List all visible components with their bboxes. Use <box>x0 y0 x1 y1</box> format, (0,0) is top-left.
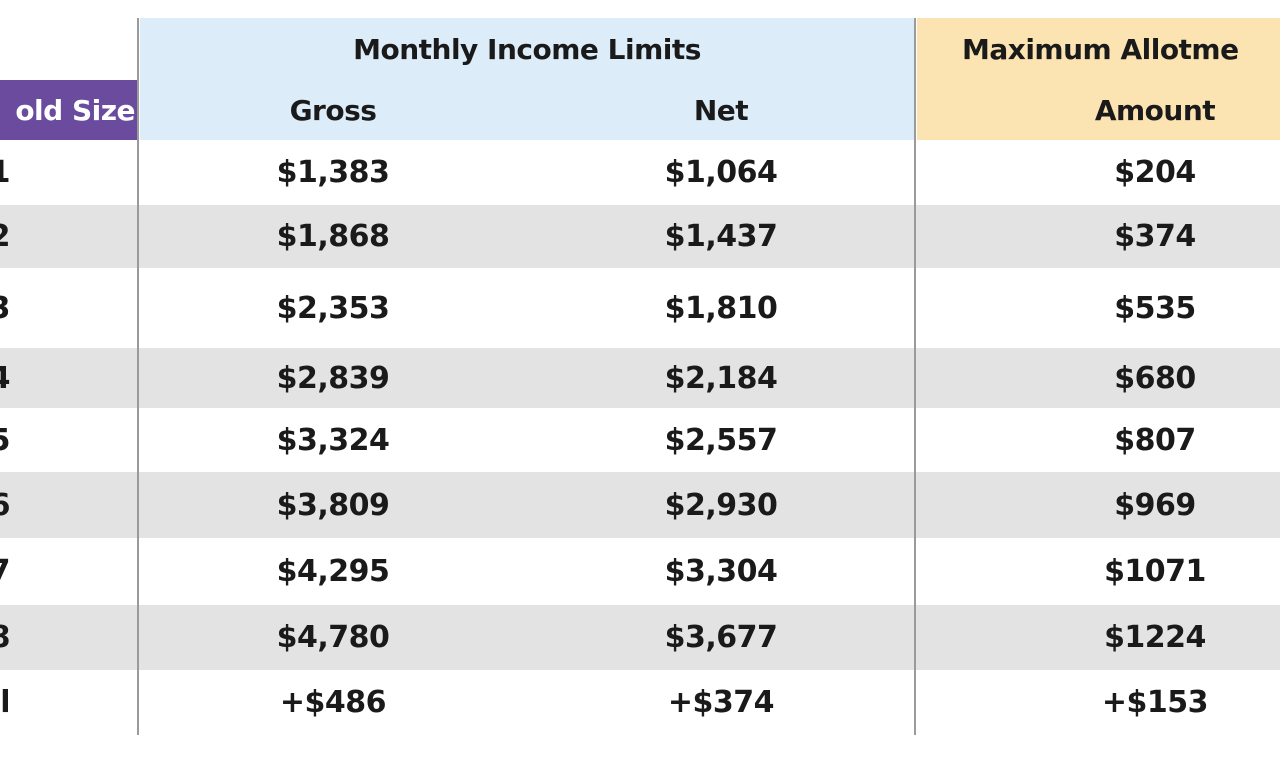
row-shade <box>0 348 1280 408</box>
table-cell: $3,677 <box>664 620 778 655</box>
allotment-header-bg <box>917 18 1280 140</box>
row-label: 4 <box>0 348 11 408</box>
table-cell: $4,295 <box>276 554 390 589</box>
row-label: 1 <box>0 140 11 205</box>
group-header: Monthly Income Limits <box>353 32 701 66</box>
table-cell: $969 <box>1114 487 1196 523</box>
row-label: 3 <box>0 268 11 348</box>
row-label: 7 <box>0 538 11 605</box>
table-cell: $1,064 <box>664 155 778 190</box>
row-label: add’l <box>0 685 11 720</box>
table-cell: $1071 <box>1104 554 1206 589</box>
column-header: old Size <box>15 93 135 127</box>
income-header-bg <box>140 18 914 140</box>
table-cell: $1,810 <box>664 290 778 326</box>
table-cell: $3,809 <box>276 487 390 523</box>
table-cell: +$374 <box>667 685 775 720</box>
row-shade <box>0 605 1280 670</box>
table-cell: $2,557 <box>664 422 778 458</box>
row-label: 6 <box>0 472 11 538</box>
table-cell: +$153 <box>1101 685 1209 720</box>
row-label: 8 <box>0 605 11 670</box>
table-cell: $2,353 <box>276 290 390 326</box>
group-header: Maximum Allotme <box>962 32 1239 66</box>
table-cell: $204 <box>1114 155 1196 190</box>
table-cell: $1,437 <box>664 219 778 254</box>
divider <box>914 18 916 735</box>
table-cell: $680 <box>1114 360 1196 396</box>
table-cell: $4,780 <box>276 620 390 655</box>
table-cell: $2,184 <box>664 360 778 396</box>
row-label: 2 <box>0 205 11 268</box>
table-cell: $3,324 <box>276 422 390 458</box>
table-cell: $374 <box>1114 219 1196 254</box>
size-header-bg <box>0 80 137 140</box>
row-label: 5 <box>0 408 11 472</box>
table-cell: $535 <box>1114 290 1196 326</box>
table-cell: $1,868 <box>276 219 390 254</box>
divider <box>137 18 139 735</box>
table-cell: $2,839 <box>276 360 390 396</box>
column-header: Gross <box>289 93 377 127</box>
table-cell: +$486 <box>279 685 387 720</box>
table-cell: $1,383 <box>276 155 390 190</box>
table-cell: $807 <box>1114 422 1196 458</box>
row-shade <box>0 205 1280 268</box>
table-cell: $3,304 <box>664 554 778 589</box>
table-cell: $1224 <box>1104 620 1206 655</box>
column-header: Net <box>693 93 749 127</box>
row-shade <box>0 472 1280 538</box>
column-header: Amount <box>1094 93 1216 127</box>
table-cell: $2,930 <box>664 487 778 523</box>
